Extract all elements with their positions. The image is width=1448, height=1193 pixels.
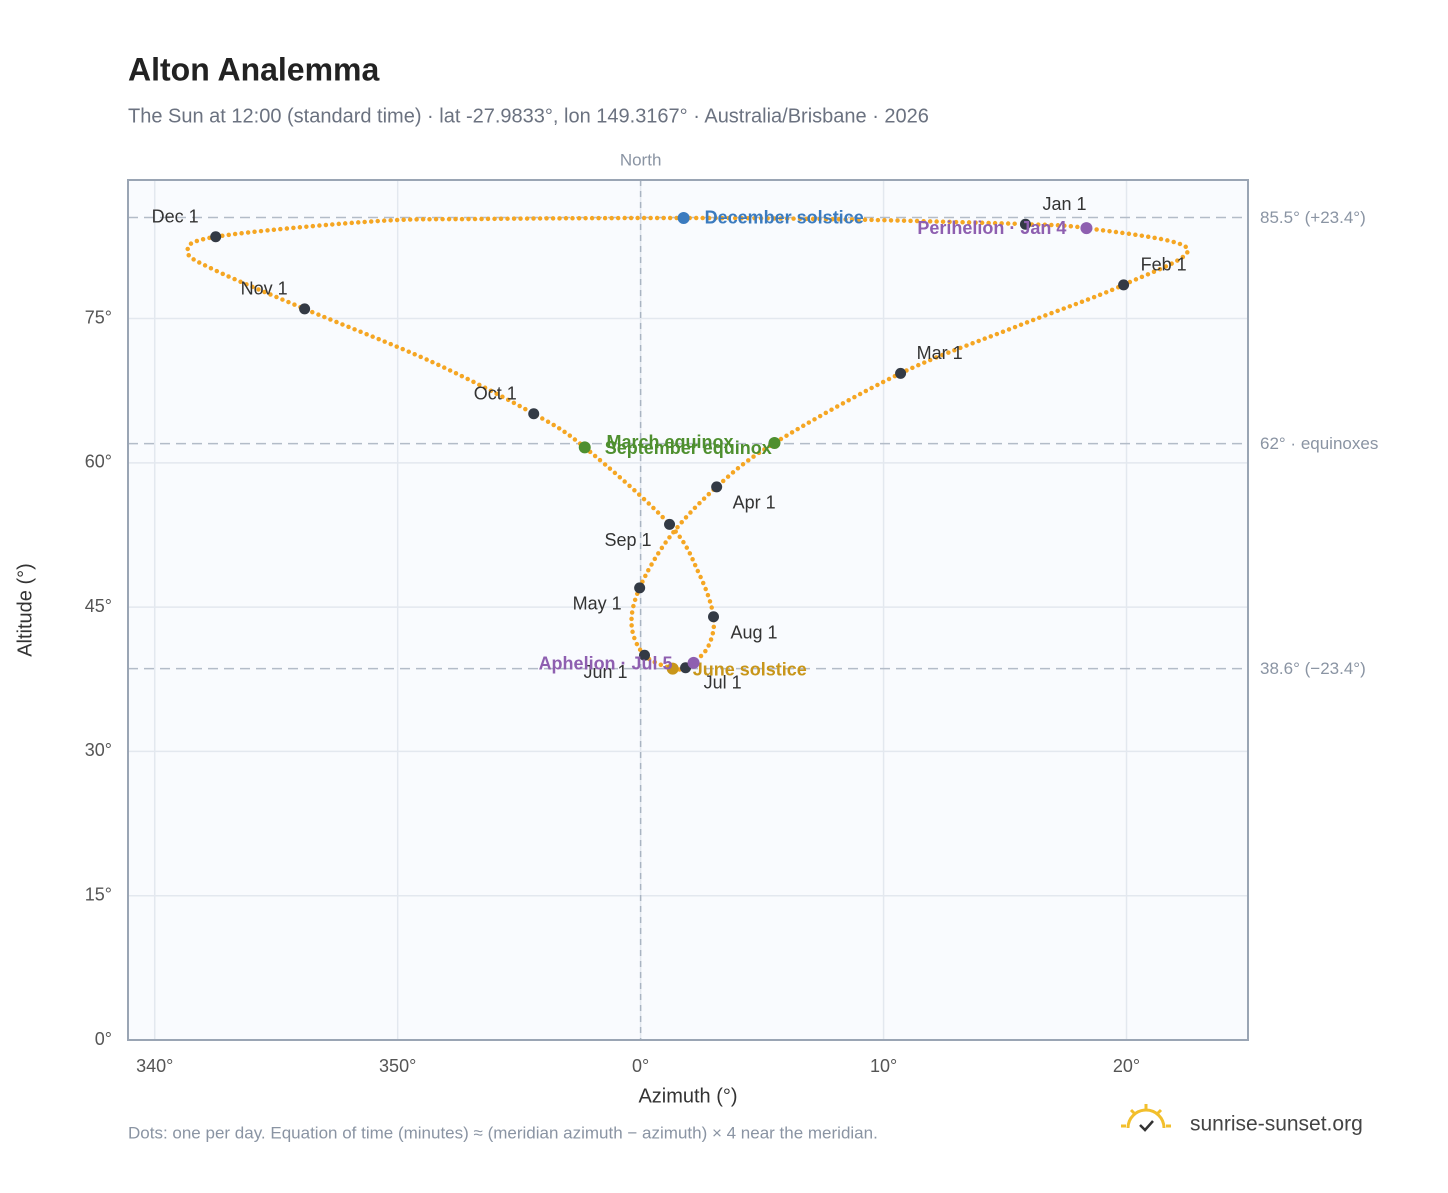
event-label: March equinox bbox=[606, 432, 733, 452]
x-tick-label: 0° bbox=[632, 1056, 649, 1076]
month-label: Dec 1 bbox=[152, 207, 199, 227]
chart-subtitle: The Sun at 12:00 (standard time) · lat -… bbox=[128, 105, 929, 127]
chart-title: Alton Analemma bbox=[128, 51, 380, 87]
month-marker bbox=[711, 481, 723, 493]
y-tick-label: 75° bbox=[85, 307, 112, 327]
y-axis-label: Altitude (°) bbox=[14, 563, 36, 657]
brand-logo bbox=[1121, 1104, 1171, 1132]
month-marker bbox=[210, 231, 222, 243]
brand-name: sunrise-sunset.org bbox=[1190, 1113, 1363, 1136]
plot-background bbox=[128, 180, 1248, 1040]
reference-label: 62° · equinoxes bbox=[1260, 434, 1378, 453]
x-tick-label: 20° bbox=[1113, 1056, 1140, 1076]
y-tick-label: 15° bbox=[85, 884, 112, 904]
month-marker bbox=[664, 518, 676, 530]
month-label: Nov 1 bbox=[241, 279, 288, 299]
month-label: Sep 1 bbox=[604, 530, 651, 550]
month-marker bbox=[895, 367, 907, 379]
event-label: September equinox bbox=[605, 438, 772, 458]
month-marker bbox=[708, 611, 720, 623]
plot-frame bbox=[127, 179, 1249, 1041]
month-marker bbox=[634, 582, 646, 594]
reference-label: 85.5° (+23.4°) bbox=[1260, 208, 1366, 227]
x-tick-label: 340° bbox=[136, 1056, 173, 1076]
month-marker bbox=[528, 408, 540, 420]
event-marker bbox=[687, 656, 700, 669]
month-label: Jan 1 bbox=[1042, 194, 1086, 214]
event-label: December solstice bbox=[705, 208, 864, 228]
event-marker bbox=[1080, 222, 1093, 235]
analemma-curve bbox=[185, 215, 1190, 672]
event-marker bbox=[768, 437, 781, 450]
month-marker bbox=[1118, 279, 1130, 291]
month-label: Jul 1 bbox=[704, 672, 742, 692]
event-marker bbox=[677, 211, 690, 224]
event-label: Aphelion · Jul 5 bbox=[539, 654, 673, 674]
event-label: Perihelion · Jan 4 bbox=[917, 218, 1066, 238]
month-marker bbox=[299, 303, 311, 315]
event-label: June solstice bbox=[693, 659, 807, 679]
month-marker bbox=[639, 649, 651, 661]
y-tick-label: 45° bbox=[85, 596, 112, 616]
month-marker bbox=[1019, 218, 1031, 230]
event-marker bbox=[578, 441, 591, 454]
reference-label: 38.6° (−23.4°) bbox=[1260, 659, 1366, 678]
y-tick-label: 0° bbox=[95, 1029, 112, 1049]
meridian-label: North bbox=[620, 150, 662, 169]
month-label: Mar 1 bbox=[917, 343, 963, 363]
x-tick-label: 350° bbox=[379, 1056, 416, 1076]
x-tick-label: 10° bbox=[870, 1056, 897, 1076]
month-label: Feb 1 bbox=[1141, 255, 1187, 275]
y-tick-label: 60° bbox=[85, 452, 112, 472]
month-label: Jun 1 bbox=[583, 662, 627, 682]
y-tick-label: 30° bbox=[85, 740, 112, 760]
month-label: May 1 bbox=[573, 594, 622, 614]
month-label: Aug 1 bbox=[731, 622, 778, 642]
x-axis-label: Azimuth (°) bbox=[638, 1085, 737, 1107]
footnote: Dots: one per day. Equation of time (min… bbox=[128, 1123, 878, 1142]
month-label: Apr 1 bbox=[733, 493, 776, 513]
month-label: Oct 1 bbox=[474, 384, 517, 404]
event-marker bbox=[666, 662, 679, 675]
